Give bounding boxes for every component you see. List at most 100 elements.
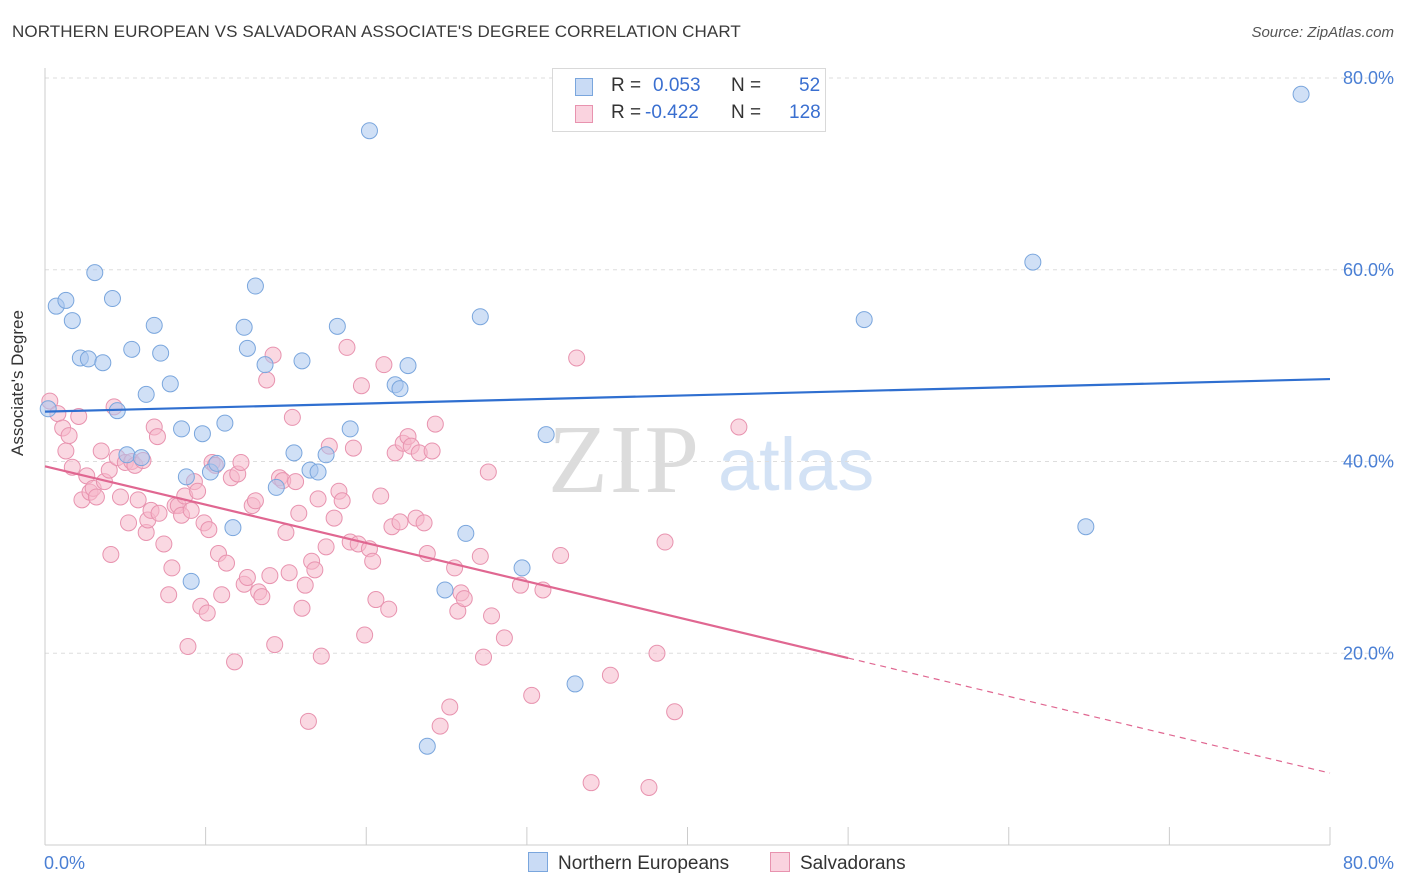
salvadoran-point xyxy=(568,349,586,367)
northern-european-point xyxy=(137,385,155,403)
salvadoran-point xyxy=(182,501,200,519)
salvadoran-point xyxy=(277,523,295,541)
salvadoran-point xyxy=(356,626,374,644)
salvadoran-point xyxy=(92,442,110,460)
salvadoran-point xyxy=(309,490,327,508)
legend-r-label: R = xyxy=(611,75,642,96)
salvadoran-point xyxy=(364,552,382,570)
salvadoran-point xyxy=(441,698,459,716)
salvadoran-point xyxy=(666,703,684,721)
salvadoran-point xyxy=(160,586,178,604)
northern-european-point xyxy=(57,291,75,309)
salvadoran-point xyxy=(656,533,674,551)
northern-european-point xyxy=(39,400,57,418)
salvadoran-point xyxy=(325,509,343,527)
northern-european-point xyxy=(173,420,191,438)
salvadoran-point xyxy=(601,666,619,684)
salvadoran-point xyxy=(582,774,600,792)
salvadoran-point xyxy=(483,607,501,625)
northern-european-point xyxy=(224,519,242,537)
salvadoran-point xyxy=(431,717,449,735)
salvadoran-point xyxy=(155,535,173,553)
salvadoran-point xyxy=(730,418,748,436)
northern-european-point xyxy=(457,524,475,542)
salvadoran-point xyxy=(287,473,305,491)
northern-european-point xyxy=(285,444,303,462)
legend-n-label: N = xyxy=(731,75,762,96)
northern-european-point xyxy=(145,316,163,334)
legend-r-label: R = xyxy=(611,102,642,123)
northern-european-point xyxy=(246,277,264,295)
northern-european-point xyxy=(418,737,436,755)
salvadoran-point xyxy=(415,514,433,532)
legend-n-value: 52 xyxy=(799,75,821,96)
northern-european-point xyxy=(193,425,211,443)
legend-swatch-blue xyxy=(575,78,593,96)
northern-european-point xyxy=(1024,253,1042,271)
salvadoran-point xyxy=(338,338,356,356)
salvadoran-point xyxy=(246,492,264,510)
salvadoran-point xyxy=(293,599,311,617)
salvadoran-point xyxy=(200,521,218,539)
salvadoran-point xyxy=(218,554,236,572)
salvadoran-point xyxy=(232,453,250,471)
northern-european-point xyxy=(86,264,104,282)
salvadoran-point xyxy=(317,538,335,556)
northern-european-point xyxy=(256,356,274,374)
salvadoran-point xyxy=(163,559,181,577)
watermark-atlas: atlas xyxy=(718,423,874,506)
salvadoran-point xyxy=(352,377,370,395)
salvadoran-point xyxy=(280,564,298,582)
gridlines xyxy=(45,77,1392,654)
northern-european-point xyxy=(123,340,141,358)
salvadoran-point xyxy=(306,561,324,579)
y-axis-label: Associate's Degree xyxy=(8,310,27,456)
salvadoran-point xyxy=(367,591,385,609)
salvadoran-point xyxy=(372,487,390,505)
salvadoran-point xyxy=(102,545,120,563)
salvadoran-point xyxy=(426,415,444,433)
northern-european-point xyxy=(216,414,234,432)
northern-european-point xyxy=(177,468,195,486)
salvadoran-point xyxy=(213,586,231,604)
legend-n-label: N = xyxy=(731,102,762,123)
salvadoran-point xyxy=(380,600,398,618)
northern-european-point xyxy=(317,446,335,464)
salvadoran-point xyxy=(111,488,129,506)
legend-label: Salvadorans xyxy=(800,853,906,874)
northern-european-point xyxy=(208,454,226,472)
salvadoran-point xyxy=(312,647,330,665)
y-tick-label: 20.0% xyxy=(1343,643,1394,663)
salvadoran-point xyxy=(375,356,393,374)
northern-european-point xyxy=(182,572,200,590)
salvadoran-point xyxy=(299,712,317,730)
northern-european-point xyxy=(537,426,555,444)
northern-european-point xyxy=(1292,85,1310,103)
northern-european-point xyxy=(360,122,378,140)
salvadoran-point xyxy=(189,482,207,500)
northern-european-point xyxy=(238,339,256,357)
northern-european-point xyxy=(436,581,454,599)
salvadoran-point xyxy=(179,638,197,656)
salvadoran-point xyxy=(266,636,284,654)
watermark: ZIP atlas xyxy=(548,406,874,514)
legend-r-value: 0.053 xyxy=(653,75,701,96)
northern-european-point xyxy=(391,380,409,398)
northern-european-point xyxy=(399,357,417,375)
salvadoran-point xyxy=(333,492,351,510)
axes xyxy=(44,68,1331,846)
northern-european-point xyxy=(471,308,489,326)
salvadoran-point xyxy=(198,604,216,622)
x-tick-label: 80.0% xyxy=(1343,853,1394,873)
salvadoran-point xyxy=(640,778,658,796)
salvadoran-point xyxy=(648,644,666,662)
salvadorans-trend-line xyxy=(44,465,849,660)
salvadoran-point xyxy=(552,546,570,564)
salvadoran-point xyxy=(479,463,497,481)
salvadoran-point xyxy=(283,408,301,426)
source-label: Source: ZipAtlas.com xyxy=(1251,24,1394,41)
legend-r-value: -0.422 xyxy=(645,102,699,123)
northern-european-point xyxy=(118,446,136,464)
northern-european-point xyxy=(267,478,285,496)
